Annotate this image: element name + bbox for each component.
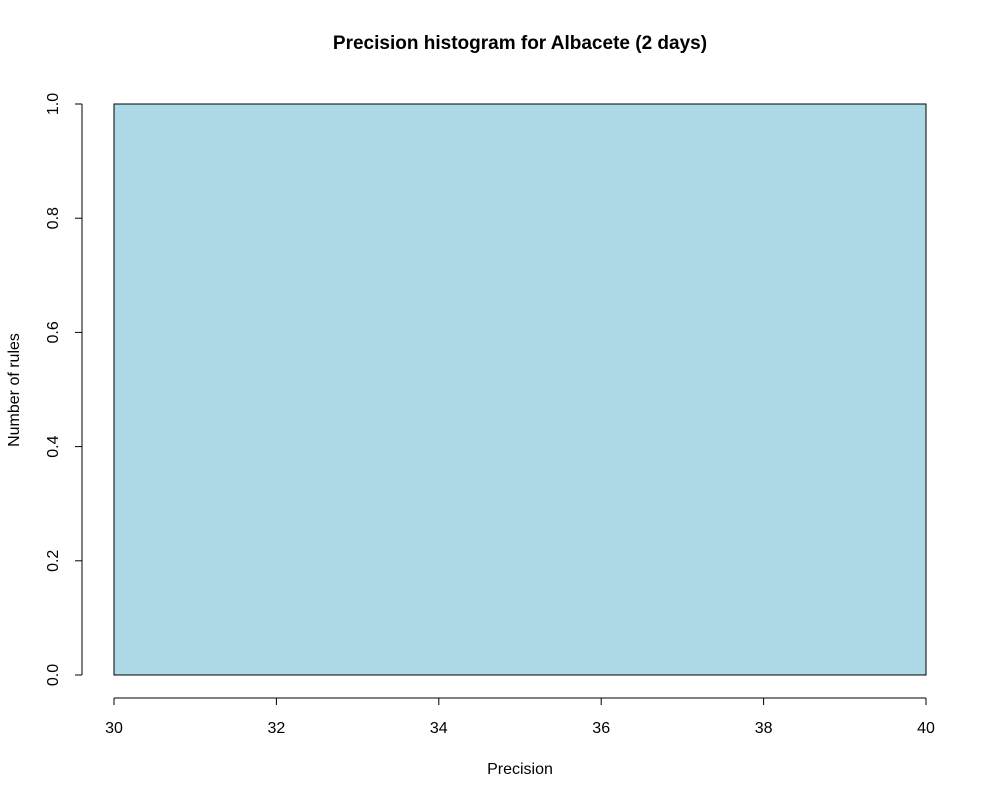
- y-tick-label: 0.8: [45, 207, 62, 229]
- chart-title: Precision histogram for Albacete (2 days…: [333, 33, 707, 54]
- x-axis: 30 32 34 36 38 40: [105, 697, 935, 737]
- y-tick-label: 1.0: [45, 93, 62, 115]
- x-tick-label: 30: [105, 720, 123, 737]
- x-tick-label: 36: [592, 720, 610, 737]
- y-tick-label: 0.0: [45, 664, 62, 686]
- y-tick-label: 0.4: [45, 435, 62, 457]
- y-tick-label: 0.6: [45, 321, 62, 343]
- x-axis-label: Precision: [487, 761, 553, 778]
- y-tick-label: 0.2: [45, 550, 62, 572]
- bars-layer: [113, 103, 927, 676]
- y-axis-label: Number of rules: [6, 333, 23, 447]
- x-tick-label: 38: [755, 720, 773, 737]
- y-axis: 0.0 0.2 0.4 0.6 0.8 1.0: [45, 93, 83, 686]
- x-tick-label: 34: [430, 720, 448, 737]
- x-tick-label: 40: [917, 720, 935, 737]
- x-tick-label: 32: [268, 720, 286, 737]
- histogram-bar: [113, 103, 927, 676]
